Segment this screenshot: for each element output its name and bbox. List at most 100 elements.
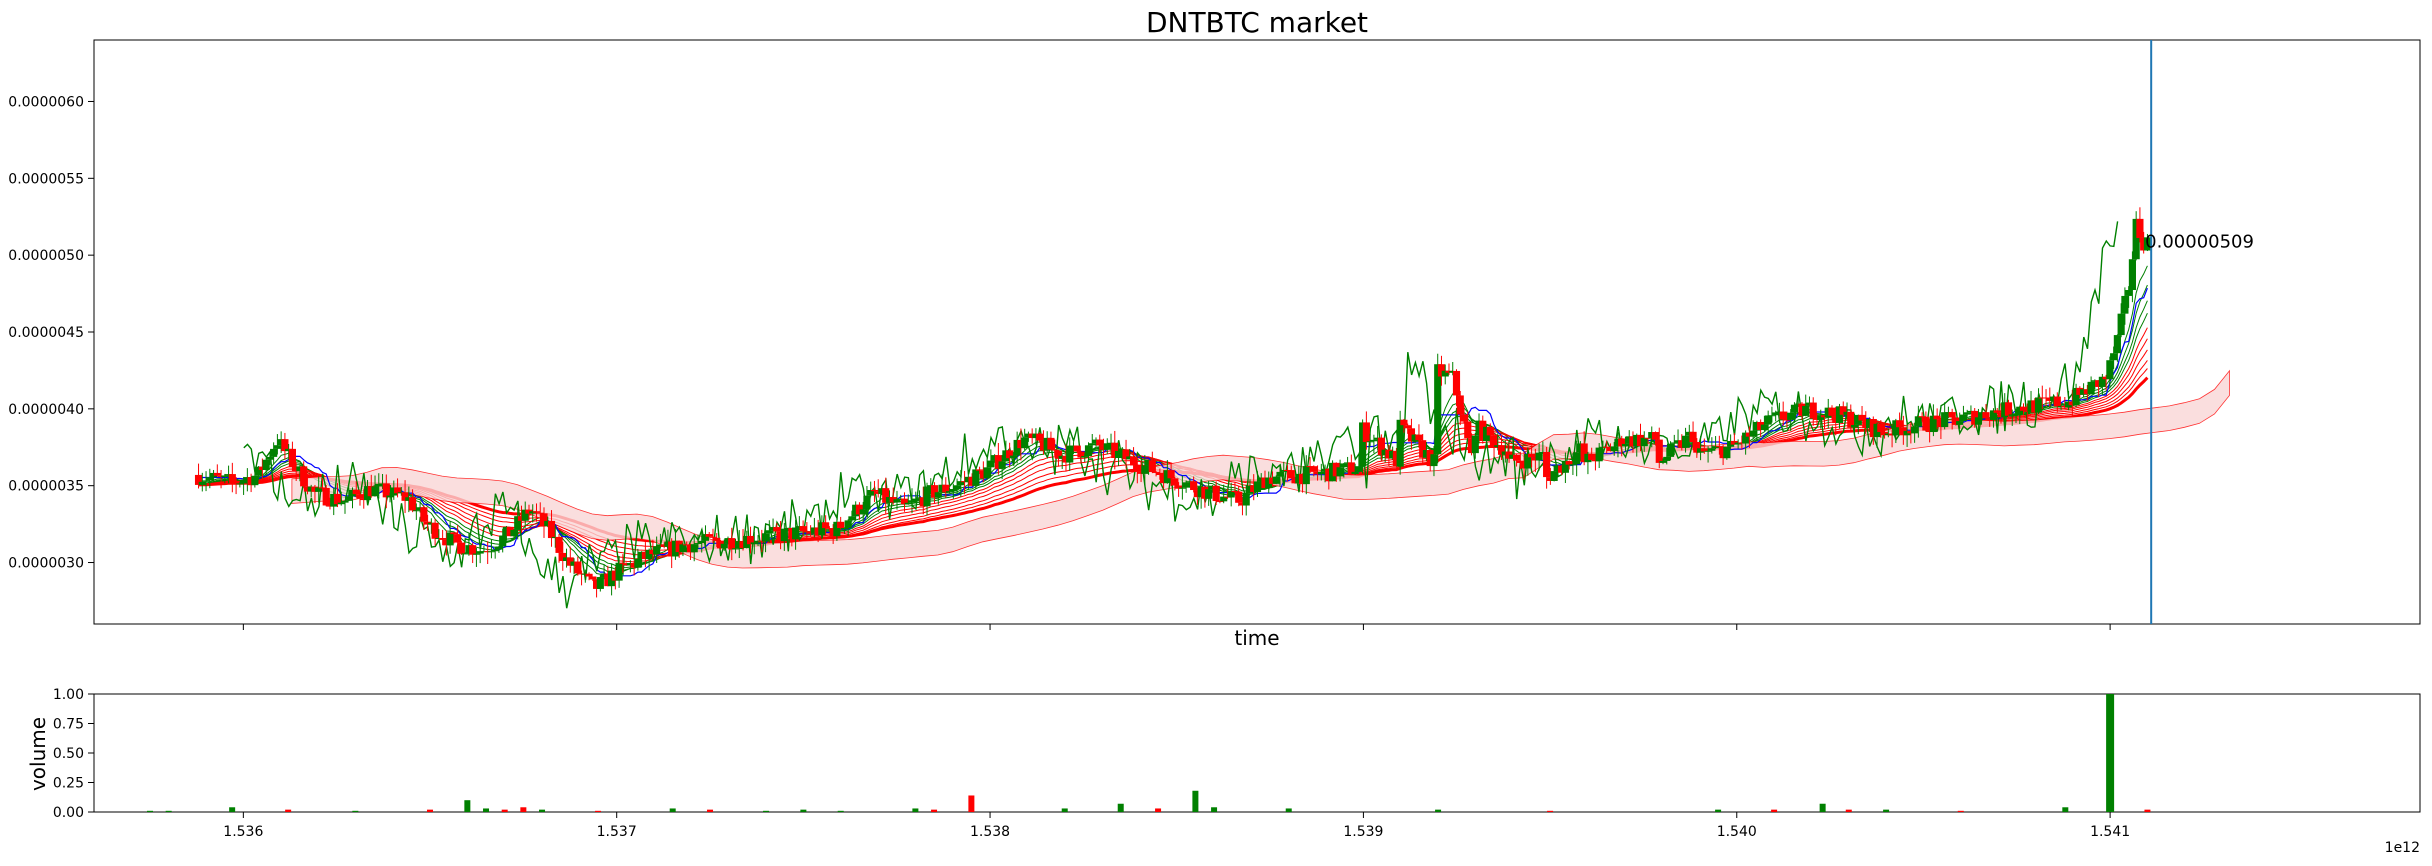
candle-body bbox=[285, 448, 293, 452]
volume-y-axis: 0.00 0.25 0.50 0.75 1.00 bbox=[53, 687, 94, 821]
candle-body bbox=[266, 456, 274, 460]
candle-body bbox=[514, 516, 522, 530]
candle-body bbox=[859, 509, 867, 515]
candle-body bbox=[1385, 449, 1393, 459]
candle-body bbox=[262, 459, 270, 470]
candle-body bbox=[593, 579, 601, 589]
candle-body bbox=[1246, 485, 1254, 494]
candle-body bbox=[1734, 442, 1742, 445]
candle-body bbox=[889, 497, 897, 503]
candle-body bbox=[675, 540, 683, 553]
chikou-line bbox=[243, 221, 2119, 609]
candle-body bbox=[1772, 412, 1780, 416]
candle-body bbox=[844, 520, 852, 529]
ema-line bbox=[198, 284, 2148, 574]
candle-body bbox=[1467, 438, 1476, 454]
candle-body bbox=[307, 486, 315, 492]
candle-body bbox=[630, 562, 638, 568]
candle-body bbox=[1096, 439, 1104, 446]
candle-body bbox=[803, 531, 811, 533]
candle-body bbox=[882, 488, 890, 503]
candle-body bbox=[1749, 430, 1757, 437]
candle-body bbox=[1681, 435, 1690, 448]
candle-body bbox=[2008, 414, 2016, 416]
volume-bar bbox=[464, 800, 471, 812]
volume-bar bbox=[2062, 807, 2069, 812]
candle-body bbox=[1441, 370, 1449, 377]
candle-body bbox=[1693, 442, 1701, 453]
candle-body bbox=[322, 487, 330, 506]
candle-body bbox=[1497, 445, 1506, 455]
price-y-axis: 0.0000030 0.0000035 0.0000040 0.0000045 0.00… bbox=[8, 94, 94, 572]
candle-body bbox=[450, 532, 458, 535]
candle-body bbox=[649, 549, 657, 555]
volume-bar bbox=[595, 810, 602, 812]
price-x-axis bbox=[242, 624, 2111, 630]
candle-body bbox=[1805, 402, 1814, 406]
candle-body bbox=[1539, 451, 1547, 453]
candle-body bbox=[499, 535, 507, 547]
candle-body bbox=[1426, 450, 1434, 467]
candle-body bbox=[1325, 468, 1333, 482]
candle-body bbox=[1963, 412, 1971, 415]
candle-body bbox=[1884, 433, 1892, 436]
candle-body bbox=[1400, 419, 1408, 426]
candle-body bbox=[228, 474, 236, 482]
candle-body bbox=[1118, 449, 1126, 451]
candle-body bbox=[517, 516, 526, 521]
candle-body bbox=[1460, 414, 1468, 422]
candle-body bbox=[1009, 455, 1017, 459]
candle-body bbox=[1700, 448, 1708, 452]
candle-body bbox=[942, 484, 950, 493]
candle-body bbox=[1212, 485, 1220, 502]
candle-body bbox=[1546, 477, 1554, 481]
candle-body bbox=[1302, 466, 1310, 485]
candle-body bbox=[461, 553, 469, 555]
candle-body bbox=[1359, 422, 1367, 467]
volume-bar bbox=[1845, 809, 1852, 812]
candle-body bbox=[784, 528, 792, 530]
candle-body bbox=[1051, 449, 1059, 451]
candle-body bbox=[1505, 451, 1513, 459]
candle-body bbox=[303, 486, 312, 492]
candle-body bbox=[2080, 389, 2088, 395]
candle-body bbox=[1993, 410, 2001, 413]
candle-body bbox=[420, 507, 428, 522]
candle-body bbox=[731, 548, 740, 550]
candle-body bbox=[615, 562, 623, 581]
candle-body bbox=[761, 533, 770, 542]
candle-body bbox=[2019, 406, 2028, 411]
candle-body bbox=[1588, 453, 1596, 460]
candle-body bbox=[405, 497, 413, 501]
candle-body bbox=[818, 522, 826, 536]
candle-body bbox=[427, 522, 435, 525]
candle-body bbox=[1922, 416, 1930, 431]
candle-body bbox=[1978, 412, 1986, 418]
candle-body bbox=[2132, 218, 2140, 260]
candle-body bbox=[1392, 450, 1400, 467]
candle-body bbox=[1738, 442, 1746, 444]
candle-body bbox=[1475, 420, 1483, 436]
candle-body bbox=[1257, 477, 1265, 482]
candle-body bbox=[1573, 452, 1581, 465]
volume-bar bbox=[669, 808, 676, 812]
candle-body bbox=[521, 509, 529, 521]
candle-body bbox=[2076, 387, 2084, 395]
candle-body bbox=[1937, 419, 1945, 428]
candle-body bbox=[1847, 411, 1855, 428]
candle-body bbox=[1798, 403, 1806, 416]
candle-body bbox=[1141, 465, 1149, 474]
candle-body bbox=[1576, 443, 1584, 453]
candle-body bbox=[416, 507, 424, 511]
candle-body bbox=[1452, 370, 1461, 396]
volume-bar bbox=[800, 809, 807, 812]
candle-body bbox=[243, 477, 251, 481]
candle-body bbox=[1959, 414, 1968, 422]
candle-body bbox=[1193, 490, 1201, 498]
candle-body bbox=[311, 486, 319, 492]
candle-body bbox=[1896, 420, 1904, 428]
candle-body bbox=[1073, 445, 1081, 452]
candle-body bbox=[600, 573, 608, 578]
candle-body bbox=[972, 469, 980, 486]
